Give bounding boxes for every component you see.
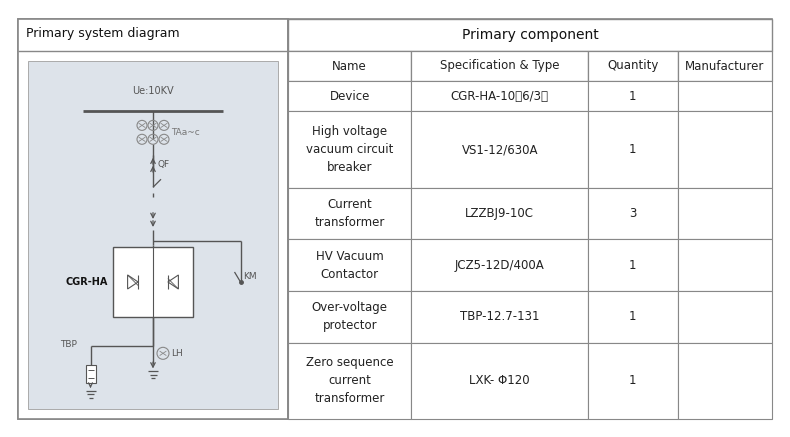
Text: High voltage
vacuum circuit
breaker: High voltage vacuum circuit breaker [306,125,393,174]
Bar [588,239,678,291]
Text: Over-voltage
protector: Over-voltage protector [312,302,388,333]
Bar [288,239,412,291]
Bar [678,343,772,419]
Text: 1: 1 [629,143,637,156]
Text: LH: LH [171,349,182,358]
Bar [412,111,588,187]
Bar [28,61,278,409]
Text: 3: 3 [629,207,637,220]
Text: Quantity: Quantity [608,59,659,73]
Text: HV Vacuum
Contactor: HV Vacuum Contactor [316,250,384,281]
Bar [678,81,772,111]
Bar [678,51,772,81]
Bar [288,291,412,343]
Bar [412,291,588,343]
Bar [412,81,588,111]
Text: CGR-HA: CGR-HA [66,277,108,287]
Bar [678,187,772,239]
Bar [288,343,412,419]
Bar [18,19,288,419]
Bar [588,81,678,111]
Bar [678,291,772,343]
Text: Primary system diagram: Primary system diagram [26,28,179,41]
Bar [412,187,588,239]
Bar [588,187,678,239]
Text: TBP: TBP [59,340,77,349]
Bar [288,51,412,81]
Text: LXK- Φ120: LXK- Φ120 [469,375,530,388]
Text: Zero sequence
current
transformer: Zero sequence current transformer [306,357,393,406]
Text: Manufacturer: Manufacturer [685,59,765,73]
Bar [678,111,772,187]
Text: Specification & Type: Specification & Type [440,59,559,73]
Bar [288,81,412,111]
Text: VS1-12/630A: VS1-12/630A [461,143,538,156]
Bar [588,111,678,187]
Text: KM: KM [243,273,257,281]
Bar [288,187,412,239]
Text: Primary component: Primary component [461,28,598,42]
Text: 1: 1 [629,90,637,103]
Text: Ue:10KV: Ue:10KV [132,86,174,96]
Text: JCZ5-12D/400A: JCZ5-12D/400A [455,259,544,272]
Bar [412,343,588,419]
Bar [412,239,588,291]
Text: CGR-HA-10（6/3）: CGR-HA-10（6/3） [451,90,549,103]
Bar [588,291,678,343]
Text: Current
transformer: Current transformer [314,198,385,229]
Bar [678,239,772,291]
Bar [588,343,678,419]
Text: TBP-12.7-131: TBP-12.7-131 [460,311,540,323]
Bar [412,51,588,81]
Bar [85,365,96,383]
Bar [588,51,678,81]
Text: Name: Name [333,59,367,73]
Text: 1: 1 [629,259,637,272]
Text: 1: 1 [629,375,637,388]
Bar [288,19,772,51]
Bar [288,111,412,187]
Text: 1: 1 [629,311,637,323]
Bar [113,247,193,317]
Text: TAa~c: TAa~c [171,128,200,137]
Text: LZZBJ9-10C: LZZBJ9-10C [465,207,534,220]
Text: Device: Device [329,90,370,103]
Text: QF: QF [157,160,169,170]
